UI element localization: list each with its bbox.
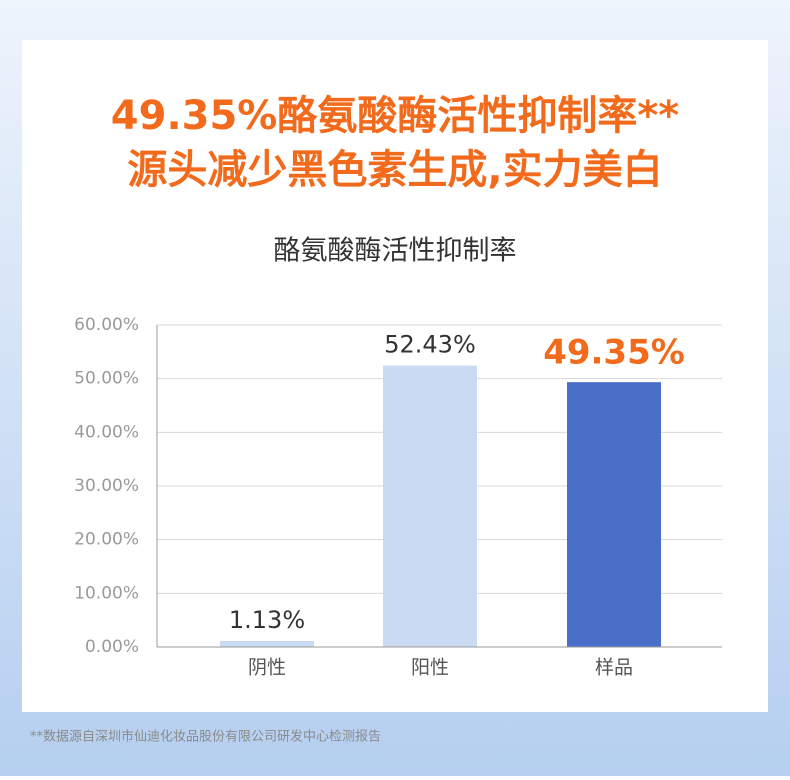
y-tick-label: 10.00% bbox=[74, 583, 139, 603]
footnote: **数据源自深圳市仙迪化妆品股份有限公司研发中心检测报告 bbox=[30, 729, 381, 745]
y-tick-label: 0.00% bbox=[85, 637, 139, 657]
bar bbox=[383, 365, 477, 647]
y-tick-label: 30.00% bbox=[74, 476, 139, 496]
headline: 源头减少黑色素生成,实力美白 bbox=[127, 147, 662, 193]
y-tick-label: 50.00% bbox=[74, 369, 139, 389]
chart-title: 酪氨酸酶活性抑制率 bbox=[274, 236, 517, 267]
bar bbox=[567, 382, 661, 647]
y-tick-label: 60.00% bbox=[74, 315, 139, 335]
value-label: 52.43% bbox=[384, 331, 476, 359]
value-label: 49.35% bbox=[543, 333, 685, 373]
x-tick-label: 样品 bbox=[595, 657, 633, 679]
x-tick-label: 阳性 bbox=[411, 657, 449, 679]
headline: 49.35%酪氨酸酶活性抑制率** bbox=[111, 93, 680, 139]
value-label: 1.13% bbox=[229, 606, 305, 634]
x-tick-label: 阴性 bbox=[248, 657, 286, 679]
y-tick-label: 40.00% bbox=[74, 422, 139, 442]
y-tick-label: 20.00% bbox=[74, 530, 139, 550]
bar bbox=[220, 640, 314, 647]
